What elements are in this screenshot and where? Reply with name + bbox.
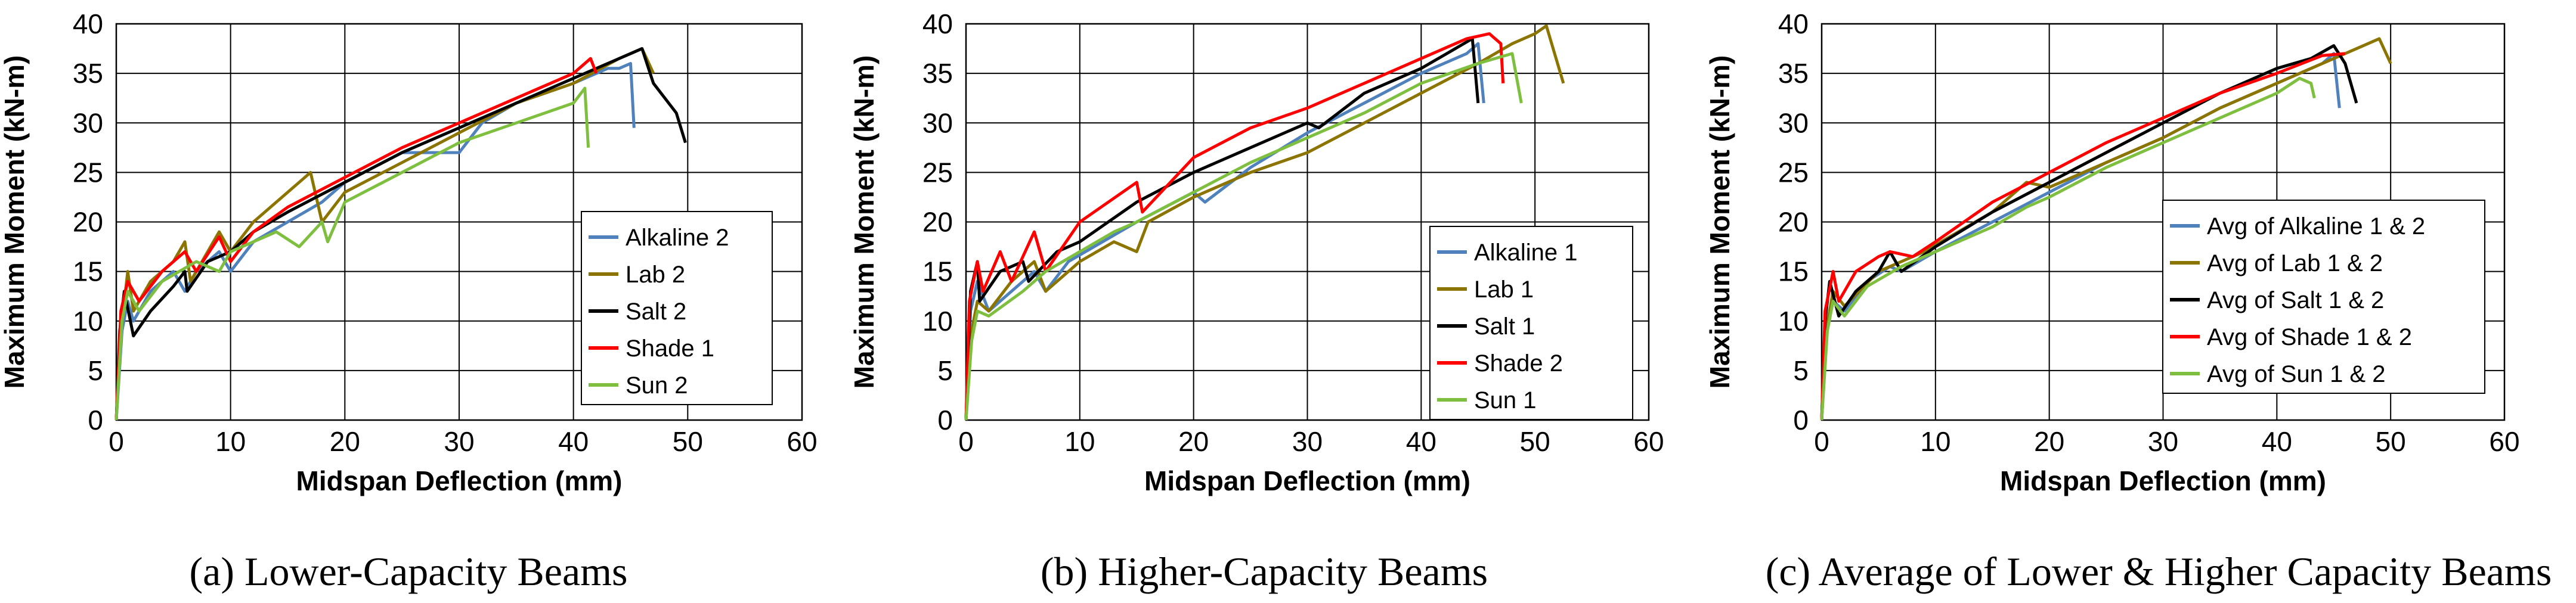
- x-tick-label: 40: [2262, 426, 2292, 457]
- series-line-avg-of-sun-1-2: [1820, 76, 2316, 421]
- legend-label: Alkaline 1: [1474, 240, 1577, 266]
- y-tick-label: 35: [922, 58, 953, 89]
- y-tick-label: 0: [1793, 405, 1809, 436]
- x-axis-title: Midspan Deflection (mm): [1144, 465, 1470, 496]
- x-tick-label: 10: [215, 426, 246, 457]
- chart-panel-a: 0 10 20 30 40 50 60 0 5 10 15 20 25 30 35 40 Midspan Def…: [0, 8, 818, 594]
- x-tick-label: 30: [444, 426, 474, 457]
- y-tick-label: 20: [922, 207, 953, 238]
- legend-box: [581, 211, 773, 405]
- legend-label: Salt 2: [626, 299, 686, 325]
- x-tick-label: 50: [1520, 426, 1550, 457]
- y-tick-label: 35: [1778, 58, 1809, 89]
- x-tick-label: 60: [1633, 426, 1664, 457]
- x-tick-label: 40: [1406, 426, 1436, 457]
- legend-label: Shade 1: [626, 335, 714, 362]
- legend-label: Avg of Shade 1 & 2: [2207, 324, 2412, 350]
- y-axis-title: Maximum Moment (kN-m): [1704, 55, 1735, 389]
- x-tick-label: 0: [109, 426, 124, 457]
- legend: Alkaline 1 Lab 1 Salt 1 Shade 2 Sun 1: [1429, 226, 1633, 420]
- series-line-avg-of-shade-1-2: [1820, 52, 2346, 421]
- x-tick-label: 60: [2489, 426, 2519, 457]
- y-tick-label: 5: [1793, 355, 1809, 386]
- y-tick-label: 10: [922, 306, 953, 337]
- x-tick-label: 20: [330, 426, 360, 457]
- figure-caption: (a) Lower-Capacity Beams: [190, 549, 628, 594]
- y-tick-label: 15: [922, 256, 953, 287]
- y-tick-label: 40: [1778, 8, 1809, 39]
- plot-area-border: [965, 23, 1650, 421]
- legend-label: Sun 1: [1474, 387, 1537, 414]
- legend-label: Avg of Alkaline 1 & 2: [2207, 213, 2425, 240]
- y-tick-label: 30: [922, 107, 953, 138]
- legend-label: Avg of Lab 1 & 2: [2207, 250, 2383, 276]
- y-tick-label: 35: [73, 58, 103, 89]
- x-tick-label: 40: [558, 426, 589, 457]
- y-tick-label: 15: [1778, 256, 1809, 287]
- y-tick-label: 30: [73, 107, 103, 138]
- series-line-alkaline-2: [114, 62, 636, 421]
- legend-label: Shade 2: [1474, 350, 1563, 377]
- y-tick-label: 30: [1778, 107, 1809, 138]
- y-tick-label: 10: [1778, 306, 1809, 337]
- series-line-salt-1: [964, 37, 1480, 421]
- plot-area-border: [1820, 23, 2506, 421]
- y-tick-label: 40: [922, 8, 953, 39]
- y-tick-label: 25: [922, 157, 953, 188]
- x-tick-label: 30: [2148, 426, 2178, 457]
- legend-label: Sun 2: [626, 372, 688, 399]
- chart-panel-b: 0 10 20 30 40 50 60 0 5 10 15 20 25 30 35 40 Midspan Def…: [849, 8, 1664, 594]
- legend-box: [2162, 200, 2485, 394]
- y-axis-title: Maximum Moment (kN-m): [849, 55, 880, 389]
- y-tick-label: 20: [1778, 207, 1809, 238]
- legend: Avg of Alkaline 1 & 2 Avg of Lab 1 & 2 Avg…: [2162, 200, 2485, 394]
- y-tick-label: 25: [73, 157, 103, 188]
- y-tick-label: 15: [73, 256, 103, 287]
- x-tick-label: 50: [2376, 426, 2406, 457]
- figure-caption: (c) Average of Lower & Higher Capacity B…: [1766, 549, 2552, 594]
- y-tick-label: 20: [73, 207, 103, 238]
- y-tick-label: 40: [73, 8, 103, 39]
- legend-label: Alkaline 2: [626, 225, 729, 251]
- x-tick-label: 20: [2034, 426, 2064, 457]
- x-tick-label: 20: [1178, 426, 1209, 457]
- y-tick-label: 25: [1778, 157, 1809, 188]
- x-tick-label: 10: [1920, 426, 1950, 457]
- y-tick-label: 5: [88, 355, 103, 386]
- x-tick-label: 60: [787, 426, 817, 457]
- legend-label: Salt 1: [1474, 313, 1535, 340]
- y-tick-label: 10: [73, 306, 103, 337]
- x-tick-label: 10: [1064, 426, 1095, 457]
- series-line-sun-1: [964, 52, 1523, 421]
- chart-panel-c: 0 10 20 30 40 50 60 0 5 10 15 20 25 30 35 40 Midspan Def…: [1704, 8, 2552, 594]
- figure-caption: (b) Higher-Capacity Beams: [1041, 549, 1488, 594]
- x-axis-title: Midspan Deflection (mm): [296, 465, 623, 496]
- legend-label: Lab 1: [1474, 276, 1534, 303]
- x-tick-label: 0: [1814, 426, 1829, 457]
- series-line-shade-1: [114, 57, 598, 421]
- y-tick-label: 5: [937, 355, 953, 386]
- x-tick-label: 30: [1292, 426, 1323, 457]
- legend-label: Lab 2: [626, 262, 685, 288]
- legend-label: Avg of Sun 1 & 2: [2207, 361, 2385, 387]
- plot-area-border: [115, 23, 803, 421]
- legend-box: [1429, 226, 1633, 420]
- series-line-sun-2: [114, 86, 590, 421]
- series-line-shade-2: [964, 32, 1505, 421]
- series-line-salt-2: [114, 47, 687, 421]
- x-tick-label: 0: [958, 426, 974, 457]
- y-tick-label: 0: [937, 405, 953, 436]
- x-tick-label: 50: [673, 426, 703, 457]
- y-axis-title: Maximum Moment (kN-m): [0, 55, 30, 389]
- legend: Alkaline 2 Lab 2 Salt 2 Shade 1 Sun 2: [581, 211, 773, 405]
- legend-label: Avg of Salt 1 & 2: [2207, 287, 2384, 313]
- x-axis-title: Midspan Deflection (mm): [2000, 465, 2326, 496]
- y-tick-label: 0: [88, 405, 103, 436]
